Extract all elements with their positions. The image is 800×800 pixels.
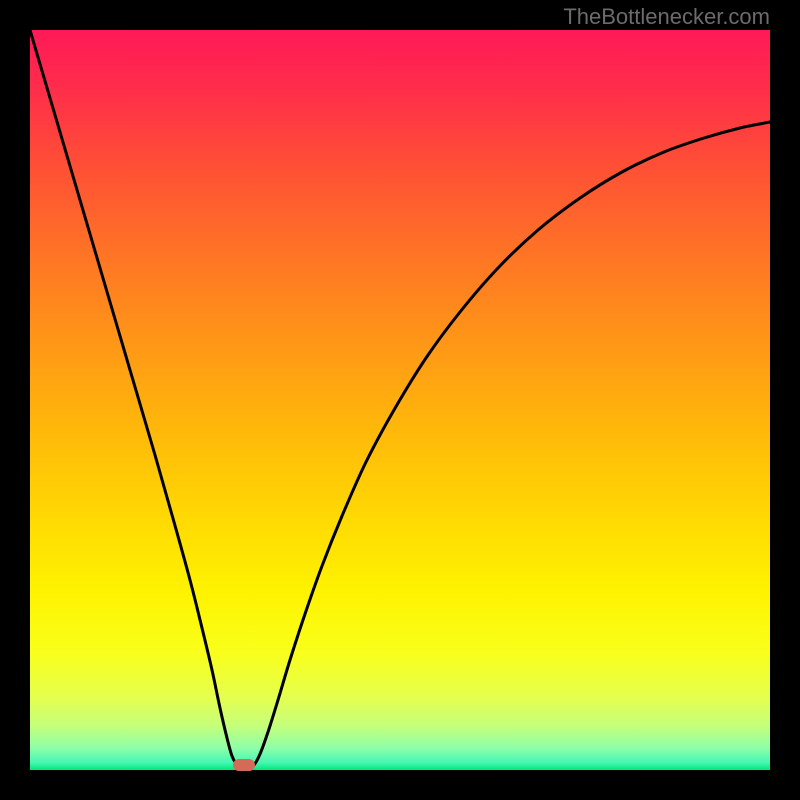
chart-stage: TheBottlenecker.com bbox=[0, 0, 800, 800]
plot-area bbox=[30, 30, 770, 770]
watermark-text: TheBottlenecker.com bbox=[563, 4, 770, 30]
valley-marker bbox=[233, 759, 255, 771]
curve-layer bbox=[30, 30, 770, 770]
bottleneck-curve bbox=[30, 30, 770, 770]
